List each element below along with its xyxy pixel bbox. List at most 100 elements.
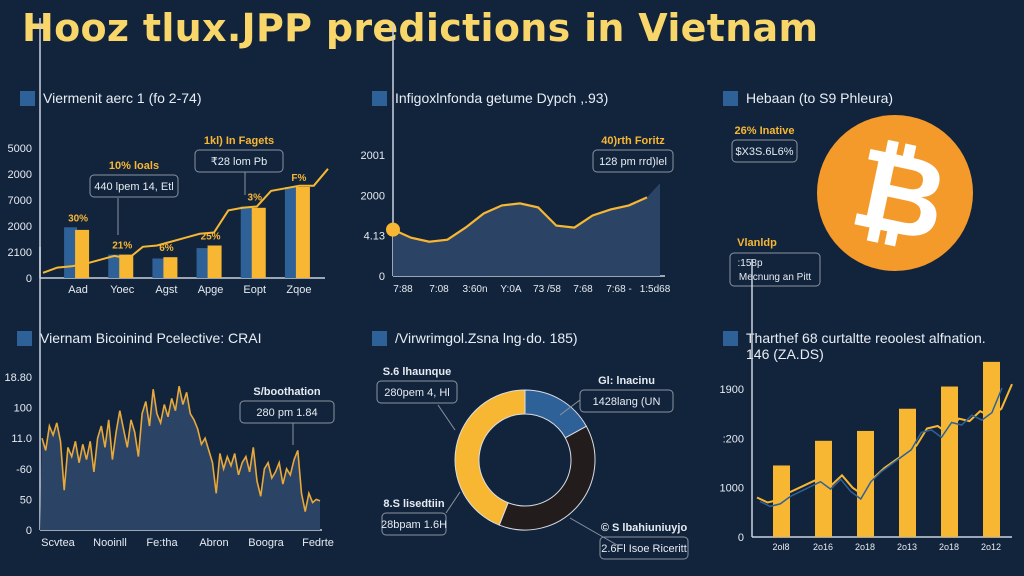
p1-y-tick: 2100 bbox=[8, 247, 32, 259]
p4-y-tick: 0 bbox=[26, 525, 32, 537]
p1-x-tick: Agst bbox=[155, 284, 177, 296]
p5-callout-heading: S.6 lhaunque bbox=[383, 366, 451, 378]
p1-bar-blue bbox=[240, 206, 254, 278]
p4-y-tick: 18.80 bbox=[4, 372, 32, 384]
p6-bar bbox=[941, 386, 958, 537]
p6-bar bbox=[773, 465, 790, 537]
p1-y-tick: 0 bbox=[26, 273, 32, 285]
bitcoin-logo-icon bbox=[817, 115, 973, 271]
p2-x-tick: 7:88 bbox=[393, 284, 413, 295]
p5-callout-heading: © S lbahiuniuyjo bbox=[601, 522, 688, 534]
p1-bar-blue bbox=[284, 187, 298, 278]
p1-bar-yellow bbox=[163, 257, 178, 278]
panel-6-title-text: Tharthef 68 curtaltte reoolest alfnation… bbox=[746, 330, 986, 362]
p2-y-tick: 2001 bbox=[361, 150, 385, 162]
p5-callout-leader bbox=[559, 399, 581, 416]
panel-6-title-line2: 146 (ZA.DS) bbox=[746, 346, 824, 362]
panel-3-title-text: Hebaan (to S9 Phleura) bbox=[746, 90, 894, 106]
panel-6-title: Tharthef 68 curtaltte reoolest alfnation… bbox=[723, 330, 986, 362]
p4-y-tick: 11.0 bbox=[11, 433, 32, 445]
p6-x-tick: 2o16 bbox=[813, 542, 833, 552]
p4-y-tick: -60 bbox=[16, 464, 32, 476]
p2-line bbox=[392, 196, 648, 243]
p5-callout-box bbox=[599, 536, 689, 560]
p1-bar-yellow bbox=[207, 245, 222, 278]
p4-y-tick: 100 bbox=[14, 403, 32, 415]
panel-6-title-line1: Tharthef 68 curtaltte reoolest alfnation… bbox=[746, 330, 986, 346]
p1-callout-box bbox=[194, 149, 284, 173]
p1-x-tick: Apge bbox=[198, 284, 224, 296]
p3-callout-heading: 26% Inative bbox=[735, 125, 795, 137]
panel-2-title-text: Infigoxlnfonda getume Dypch ,.93) bbox=[395, 90, 609, 106]
p6-bar bbox=[857, 430, 874, 537]
p1-bar-label: 21% bbox=[112, 241, 132, 252]
p1-bar-blue bbox=[152, 258, 166, 278]
panel-3-title: Hebaan (to S9 Phleura) bbox=[723, 90, 893, 106]
p1-y-tick: 2000 bbox=[8, 169, 32, 181]
p5-slice-blue bbox=[524, 389, 588, 439]
p6-x-tick: 2o13 bbox=[897, 542, 917, 552]
p5-callout-leader bbox=[437, 404, 456, 431]
p3-callout-heading: Vlanldp bbox=[737, 237, 777, 249]
p6-bar bbox=[899, 408, 916, 537]
p4-x-tick: Boogra bbox=[248, 537, 284, 549]
p1-callout-text: 440 lpem 14, Etl bbox=[94, 181, 174, 193]
panel-4-title-text: Viernam Bicoinind Pcelective: CRAI bbox=[40, 330, 262, 346]
p4-x-tick: Abron bbox=[199, 537, 228, 549]
legend-square bbox=[723, 91, 738, 106]
p2-y-tick: 2000 bbox=[361, 190, 385, 202]
panel-1-title: Viermenit aerc 1 (fo 2-74) bbox=[20, 90, 201, 106]
p4-x-tick: Scvtea bbox=[41, 537, 76, 549]
p1-x-tick: Yoec bbox=[110, 284, 135, 296]
p5-callout-heading: 8.S lisedtiin bbox=[383, 498, 444, 510]
p6-y-tick: 0 bbox=[738, 532, 744, 544]
p5-callout-box bbox=[579, 389, 674, 413]
p6-y-tick: 1900 bbox=[720, 384, 744, 396]
p3-callout-text: :158p bbox=[737, 258, 762, 269]
p2-x-tick: 7:68 - bbox=[606, 284, 632, 295]
p6-bar bbox=[983, 361, 1000, 537]
p2-x-tick: 1:5d68 bbox=[640, 284, 671, 295]
p1-x-tick: Zqoe bbox=[286, 284, 311, 296]
p1-callout-box bbox=[89, 174, 179, 198]
p1-callout-heading: 1kl) In Fagets bbox=[204, 135, 274, 147]
p1-bar-blue bbox=[108, 254, 122, 278]
legend-square bbox=[372, 91, 387, 106]
p2-callout-heading: 40)rth Foritz bbox=[601, 135, 665, 147]
p1-bar-label: 6% bbox=[159, 243, 174, 254]
p5-callout-box bbox=[381, 512, 447, 536]
p1-y-tick: 2000 bbox=[8, 221, 32, 233]
p1-bar-label: F% bbox=[291, 173, 306, 184]
p3-callout-text-2: Mecnung an Pitt bbox=[739, 272, 811, 283]
p5-callout-text: 1428lang (UN bbox=[593, 396, 661, 408]
panel-5-title: /Virwrimgol.Zsna lng·do. 185) bbox=[372, 330, 578, 346]
p1-y-tick: 7000 bbox=[8, 195, 32, 207]
p6-secondary-line bbox=[759, 387, 1003, 508]
p6-x-tick: 2o18 bbox=[855, 542, 875, 552]
p2-y-tick: 0 bbox=[379, 271, 385, 283]
legend-square bbox=[372, 331, 387, 346]
p4-callout-box bbox=[239, 400, 335, 424]
panel-5-title-text: /Virwrimgol.Zsna lng·do. 185) bbox=[395, 330, 578, 346]
p6-x-tick: 2ol8 bbox=[772, 542, 789, 552]
p2-callout-text: 128 pm rrd)lel bbox=[599, 156, 667, 168]
p1-bar-yellow bbox=[295, 187, 310, 278]
p5-callout-box bbox=[376, 380, 458, 404]
p3-callout-box bbox=[731, 139, 798, 163]
p5-callout-leader bbox=[569, 517, 618, 546]
panel-2-title: Infigoxlnfonda getume Dypch ,.93) bbox=[372, 90, 608, 106]
p1-callout-text: ₹28 lom Pb bbox=[211, 156, 268, 168]
legend-square bbox=[20, 91, 35, 106]
p2-area bbox=[393, 183, 660, 276]
p4-x-tick: Fedrte bbox=[302, 537, 334, 549]
p1-bar-yellow bbox=[251, 207, 266, 278]
p1-bar-yellow bbox=[119, 254, 134, 278]
p5-slice-dark bbox=[498, 425, 596, 531]
legend-square bbox=[723, 331, 738, 346]
p2-x-tick: 7:08 bbox=[429, 284, 449, 295]
page-title: Hooz tlux.JPP predictions in Vietnam bbox=[22, 6, 819, 50]
p5-slice-yellow bbox=[454, 389, 526, 526]
p1-x-tick: Aad bbox=[68, 284, 88, 296]
p6-y-tick: 1000 bbox=[720, 483, 744, 495]
